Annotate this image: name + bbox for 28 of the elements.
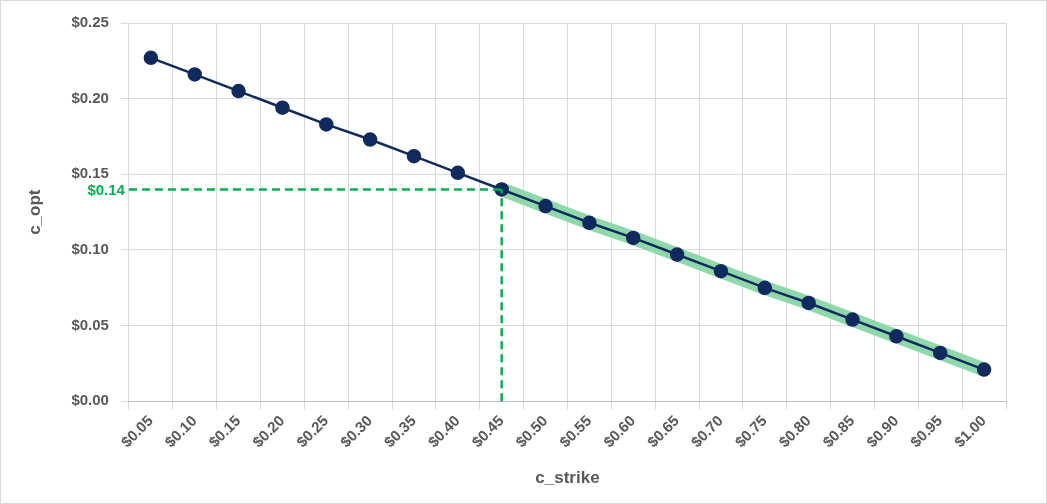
point xyxy=(275,100,290,115)
point xyxy=(319,117,334,132)
y-tick-label: $0.15 xyxy=(71,164,109,182)
y-axis-title: c_opt xyxy=(24,189,44,235)
y-tick-label: $0.10 xyxy=(71,240,109,258)
point xyxy=(143,50,159,66)
point xyxy=(538,198,553,214)
point xyxy=(932,345,948,361)
y-tick-label: $0.00 xyxy=(71,391,109,409)
point xyxy=(669,247,685,262)
point xyxy=(713,263,729,279)
point xyxy=(801,295,816,311)
y-tick-label: $0.20 xyxy=(71,88,109,106)
point xyxy=(406,148,422,164)
x-axis-title: c_strike xyxy=(535,468,600,488)
point xyxy=(187,67,202,82)
point xyxy=(757,280,773,296)
point xyxy=(845,312,860,327)
point xyxy=(889,329,904,344)
y-tick-label: $0.25 xyxy=(71,13,109,31)
point xyxy=(450,165,466,181)
y-tick-label: $0.05 xyxy=(71,315,109,333)
point xyxy=(626,230,641,246)
point xyxy=(582,215,597,231)
ref-line-label: $0.14 xyxy=(87,180,126,198)
point xyxy=(231,83,246,99)
point xyxy=(976,362,992,377)
point xyxy=(362,132,378,147)
